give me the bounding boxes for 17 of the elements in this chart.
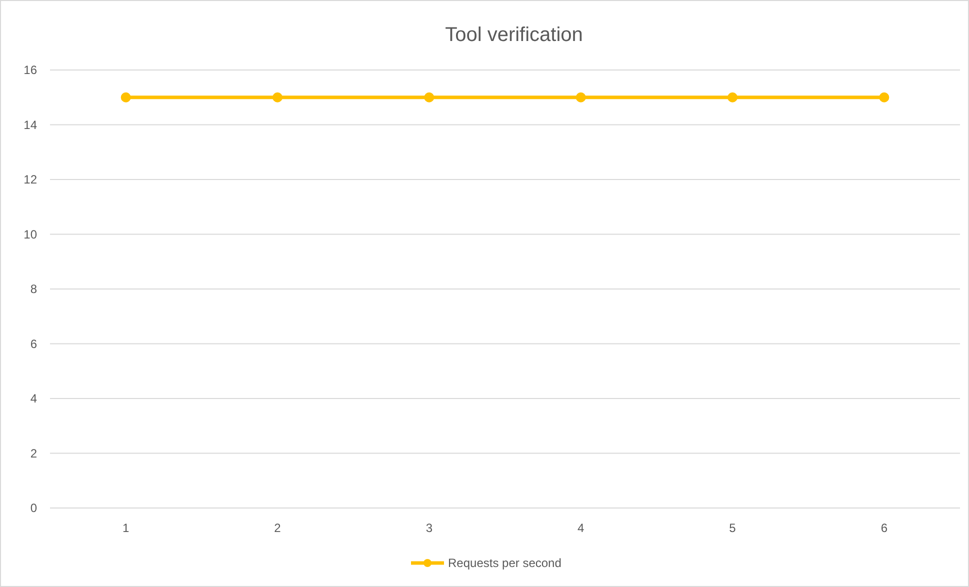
- y-tick-label: 16: [24, 63, 38, 77]
- x-tick-label: 3: [426, 521, 433, 535]
- y-tick-label: 8: [30, 282, 38, 296]
- x-tick-label: 4: [577, 521, 584, 535]
- x-tick-label: 5: [729, 521, 736, 535]
- x-tick-label: 1: [122, 521, 130, 535]
- chart-title: Tool verification: [445, 24, 583, 46]
- y-tick-label: 14: [24, 118, 38, 132]
- y-tick-label: 2: [30, 446, 38, 460]
- y-tick-label: 4: [30, 392, 38, 406]
- x-tick-label: 6: [880, 521, 888, 535]
- y-tick-label: 0: [30, 501, 38, 515]
- x-tick-label: 2: [274, 521, 282, 535]
- y-tick-label: 12: [24, 172, 38, 186]
- y-tick-label: 6: [30, 336, 38, 351]
- y-tick-label: 10: [24, 227, 38, 242]
- legend-label: Requests per second: [448, 556, 562, 570]
